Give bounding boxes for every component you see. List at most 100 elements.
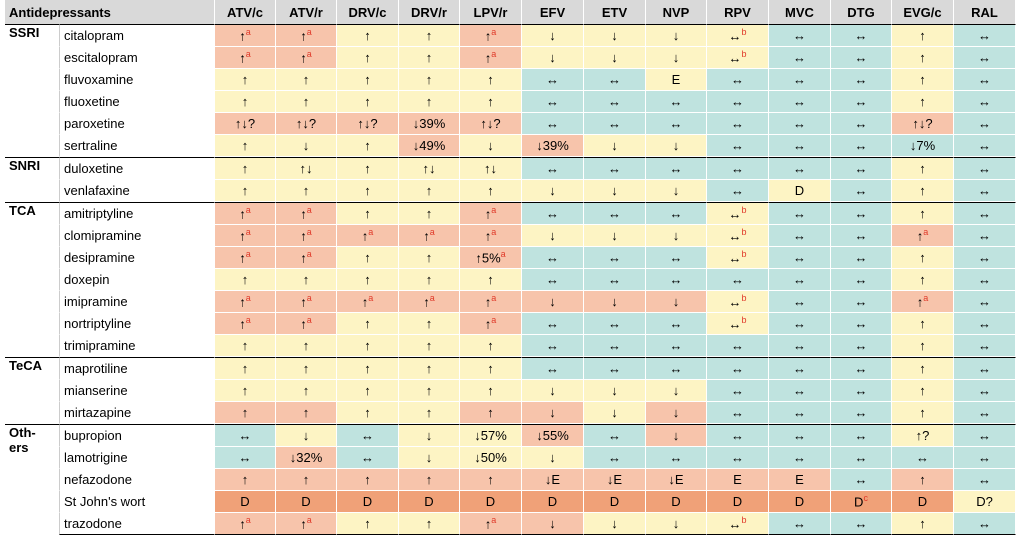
interaction-cell: ↓ [646, 424, 707, 447]
interaction-value: ↓ [549, 405, 556, 420]
interaction-value: ↑ [302, 183, 310, 198]
interaction-value: ↔ [978, 516, 991, 531]
interaction-value: ↔ [731, 94, 744, 109]
interaction-value: ↔ [546, 361, 559, 376]
interaction-value: ↔ [978, 116, 991, 131]
table-row: imipramine ↑a ↑a ↑a ↑a ↑a ↓ ↓ ↓ ↔b ↔ ↔ ↑a ↔ [5, 291, 1016, 313]
interaction-value: ↑↓? [234, 116, 256, 131]
interaction-cell: ↔ [954, 157, 1016, 180]
header-drug-column: ETV [584, 0, 646, 24]
interaction-cell: ↔b [707, 313, 769, 335]
drug-name: escitalopram [59, 47, 215, 69]
table-row: TCA amitriptyline ↑a ↑a ↑ ↑ ↑a ↔ ↔ ↔ ↔b ↔ ↔ ↑ ↔ [5, 202, 1016, 357]
interaction-value: ↔ [669, 338, 683, 353]
interaction-cell: ↔ [769, 402, 831, 424]
interaction-cell: ↑ [460, 69, 522, 91]
interaction-value: ↔ [793, 138, 806, 153]
interaction-cell: ↑ [399, 469, 460, 491]
interaction-cell: ↓ [522, 24, 584, 47]
interaction-value: ↑ [302, 72, 310, 87]
drug-name: St John's wort [59, 491, 215, 513]
interaction-value: ↑ [364, 516, 371, 531]
interaction-cell: ↓ [522, 447, 584, 469]
interaction-value: E [733, 472, 742, 487]
interaction-value: ↑ [919, 516, 926, 531]
footnote-marker: a [245, 515, 251, 526]
interaction-value: ↑ [487, 72, 494, 87]
interaction-cell: ↑ [892, 180, 954, 202]
footnote-marker: b [741, 315, 747, 326]
interaction-value: ↑ [916, 228, 924, 244]
interaction-cell: ↑a [215, 225, 276, 247]
interaction-value: ↑ [364, 405, 371, 420]
interaction-value: ↑ [364, 161, 371, 176]
footnote-marker: a [306, 315, 312, 326]
interaction-value: ↔ [854, 316, 868, 331]
interaction-value: ↑ [300, 516, 307, 532]
interaction-cell: ↔ [707, 402, 769, 424]
interaction-value: ↑ [425, 272, 433, 287]
interaction-value: ↔ [854, 72, 868, 87]
interaction-value: D [362, 494, 373, 509]
interaction-value: ↔ [793, 405, 806, 420]
interaction-cell: ↑ [215, 335, 276, 357]
table-row: desipramine ↑a ↑a ↑ ↑ ↑5%a ↔ ↔ ↔ ↔b ↔ ↔ ↑ ↔ [5, 247, 1016, 269]
footnote-marker: a [306, 205, 312, 216]
interaction-value: ↑ [487, 94, 494, 109]
interaction-cell: ↓ [522, 180, 584, 202]
interaction-cell: ↑ [399, 47, 460, 69]
interaction-value: E [795, 472, 804, 487]
interaction-value: ↔ [361, 450, 374, 465]
interaction-cell: ↔ [831, 469, 892, 491]
interaction-cell: ↑a [215, 202, 276, 225]
interaction-value: ↔ [854, 94, 868, 109]
footnote-marker: a [245, 293, 251, 304]
interaction-cell: ↔ [522, 247, 584, 269]
interaction-value: D [732, 494, 743, 509]
interaction-value: ↔ [546, 161, 559, 176]
header-drug-column: RAL [954, 0, 1016, 24]
interaction-cell: ↔ [769, 247, 831, 269]
footnote-marker: b [741, 293, 747, 304]
drug-name: fluoxetine [59, 91, 215, 113]
interaction-value: ↑ [300, 28, 307, 44]
interaction-cell: ↑a [892, 225, 954, 247]
interaction-cell: ↔ [831, 69, 892, 91]
interaction-cell: ↓ [646, 380, 707, 402]
interaction-value: ↔ [793, 294, 806, 309]
interaction-cell: ↔ [707, 69, 769, 91]
drug-name: trimipramine [59, 335, 215, 357]
interaction-value: ↓ [487, 138, 494, 153]
footnote-marker: b [741, 227, 747, 238]
interaction-cell: ↔ [954, 69, 1016, 91]
interaction-cell: ↓ [522, 225, 584, 247]
drug-name: bupropion [59, 424, 215, 447]
interaction-value: ↔ [546, 338, 559, 353]
group-label: SNRI [5, 157, 59, 202]
interaction-cell: ↔ [892, 447, 954, 469]
interaction-value: ↓ [611, 28, 618, 43]
interaction-value: ↔ [854, 405, 868, 420]
interaction-cell: ↔ [707, 180, 769, 202]
interaction-value: ↑ [302, 383, 310, 398]
interaction-value: ↓ [425, 428, 433, 443]
interaction-cell: ↑↓? [892, 113, 954, 135]
interaction-cell: ↑ [337, 335, 399, 357]
interaction-cell: ↔ [707, 135, 769, 157]
drug-name: maprotiline [59, 357, 215, 380]
interaction-value: ↔ [978, 50, 991, 65]
interaction-value: ↔ [669, 361, 683, 376]
header-drug-column: RPV [707, 0, 769, 24]
interaction-cell: ↓ [522, 291, 584, 313]
interaction-value: ↑ [364, 206, 371, 221]
interaction-cell: ↔ [769, 24, 831, 47]
interaction-value: ↔ [731, 72, 744, 87]
interaction-cell: ↔ [646, 113, 707, 135]
header-drug-column: DRV/c [337, 0, 399, 24]
interaction-cell: ↑a [276, 225, 337, 247]
table-row: venlafaxine ↑ ↑ ↑ ↑ ↑ ↓ ↓ ↓ ↔ D ↔ ↑ ↔ [5, 180, 1016, 202]
interaction-cell: ↔ [954, 291, 1016, 313]
footnote-marker: a [306, 227, 312, 238]
interaction-cell: ↓ [584, 380, 646, 402]
interaction-value: ↓ [549, 294, 556, 309]
